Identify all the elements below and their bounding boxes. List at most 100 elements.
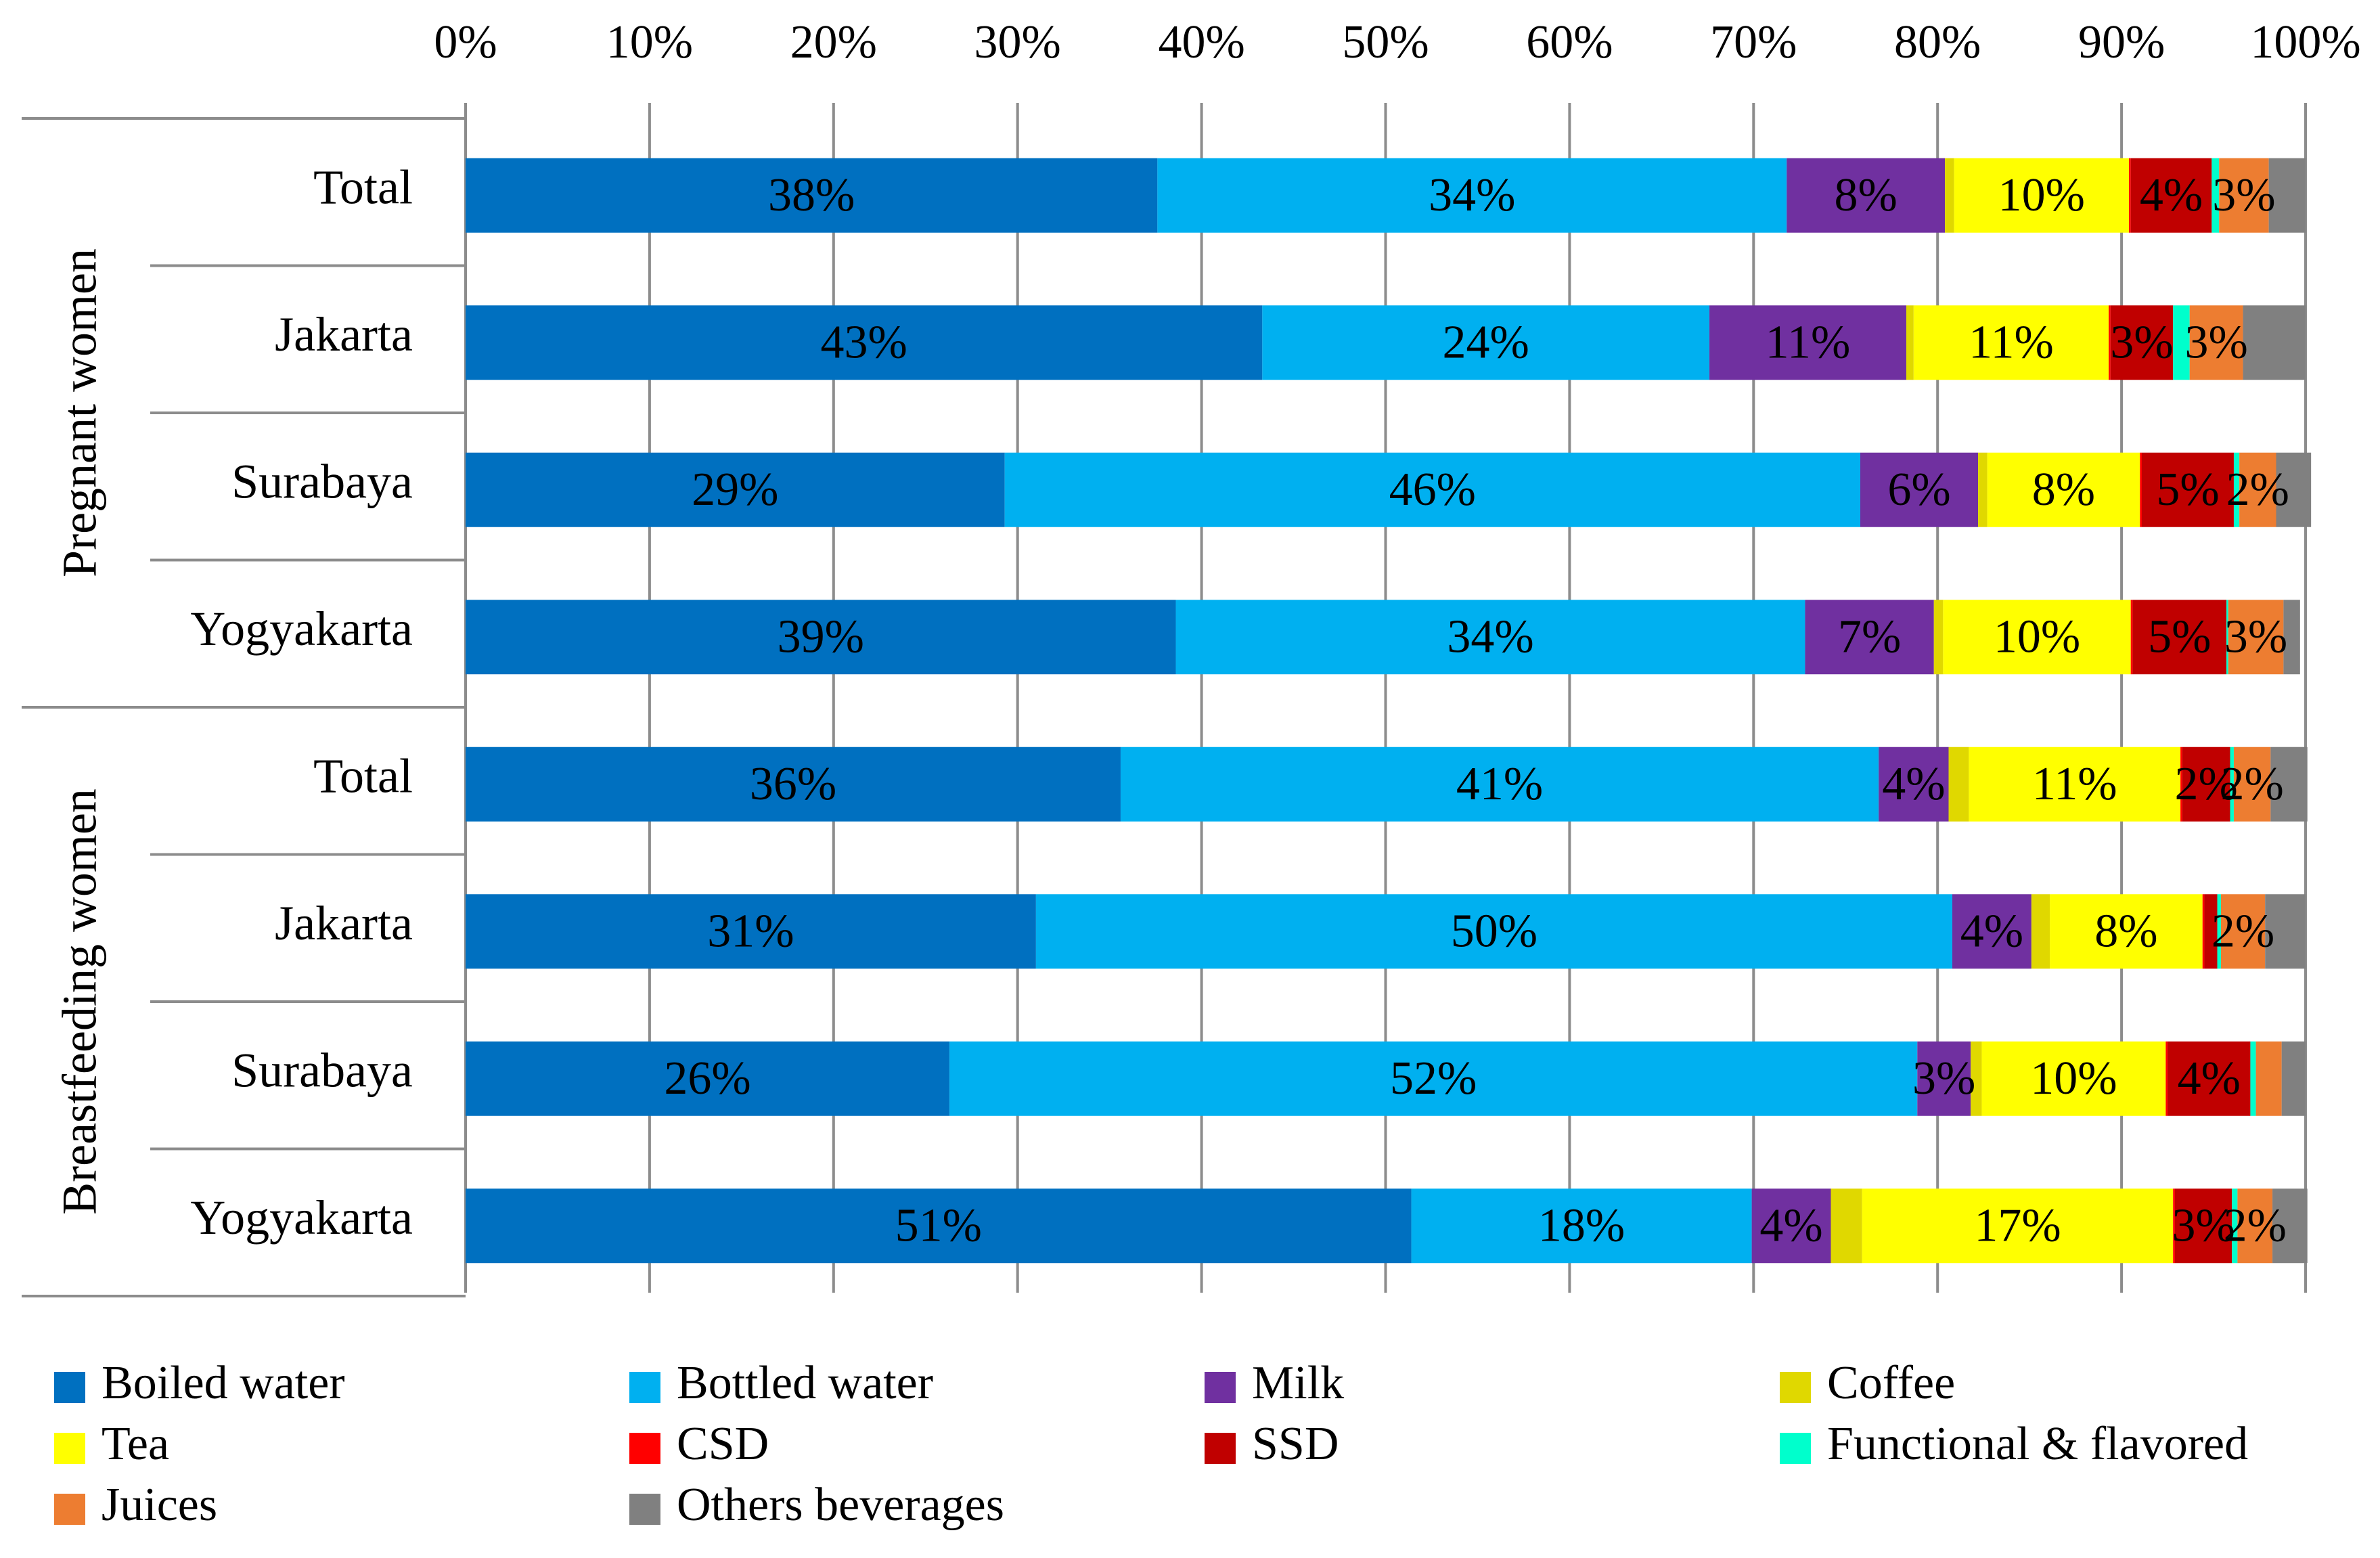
bar-ssd	[2168, 1041, 2251, 1116]
bar-bottled-water	[1175, 600, 1805, 675]
data-label: 5%	[2148, 610, 2211, 663]
data-label: 11%	[1969, 316, 2054, 368]
bar-bottled-water	[1035, 894, 1952, 969]
bar-tea	[1981, 1041, 2166, 1116]
data-label: 5%	[2156, 464, 2219, 516]
bar-juices	[2220, 894, 2266, 969]
bar-others-beverages	[2281, 1041, 2306, 1116]
data-label: 7%	[1838, 610, 1901, 663]
legend-label: Boiled water	[102, 1357, 345, 1409]
data-label: 26%	[664, 1052, 750, 1105]
category-label: Jakarta	[275, 307, 413, 361]
bar-tea	[1943, 600, 2131, 675]
bar-others-beverages	[2283, 600, 2300, 675]
bar-milk	[1709, 305, 1906, 380]
legend-label: Milk	[1252, 1357, 1344, 1409]
bar-others-beverages	[2268, 158, 2306, 233]
x-tick-label: 0%	[434, 16, 497, 68]
category-label: Surabaya	[231, 1043, 413, 1097]
bar-ssd	[2182, 747, 2230, 822]
x-tick-label: 80%	[1894, 16, 1981, 68]
bar-csd	[2140, 452, 2142, 527]
data-label: 3%	[2110, 316, 2173, 368]
legend-swatch	[629, 1433, 660, 1464]
bar-others-beverages	[2276, 452, 2312, 527]
data-label: 2%	[2220, 758, 2283, 810]
data-label: 2%	[2211, 905, 2274, 957]
bar-milk	[1917, 1041, 1971, 1116]
bar-tea	[1969, 747, 2181, 822]
data-label: 11%	[2032, 758, 2117, 810]
data-label: 3%	[2172, 1199, 2235, 1251]
bar-milk	[1860, 452, 1979, 527]
bar-ssd	[2132, 600, 2227, 675]
bar-ssd	[2142, 452, 2234, 527]
category-label: Total	[313, 160, 413, 214]
legend: Boiled water Bottled water Milk Coffee Tea CS…	[54, 1357, 2248, 1531]
bar-milk	[1879, 747, 1949, 822]
bar-coffee	[1948, 747, 1969, 822]
legend-swatch	[1205, 1372, 1236, 1403]
data-label: 3%	[2224, 610, 2287, 663]
bar-boiled-water	[466, 600, 1176, 675]
legend-label: Bottled water	[677, 1357, 933, 1409]
data-label: 29%	[692, 464, 778, 516]
bar-coffee	[2031, 894, 2050, 969]
legend-swatch	[1780, 1372, 1811, 1403]
bar-csd	[2130, 600, 2133, 675]
x-tick-label: 60%	[1526, 16, 1613, 68]
bar-csd	[2180, 747, 2182, 822]
bar-juices	[2189, 305, 2243, 380]
bar-functional-flavored	[2232, 1188, 2238, 1264]
bar-csd	[2202, 894, 2205, 969]
bar-milk	[1751, 1188, 1831, 1264]
legend-swatch	[629, 1372, 660, 1403]
bar-csd	[2165, 1041, 2168, 1116]
data-label: 8%	[1835, 169, 1898, 221]
bar-ssd	[2130, 158, 2212, 233]
bar-others-beverages	[2272, 1188, 2308, 1264]
bar-bottled-water	[1004, 452, 1861, 527]
legend-swatch	[1780, 1433, 1811, 1464]
data-label: 8%	[2094, 905, 2157, 957]
bar-boiled-water	[466, 894, 1036, 969]
category-label: Jakarta	[275, 896, 413, 950]
data-label: 4%	[1960, 905, 2023, 957]
bar-boiled-water	[466, 452, 1005, 527]
bar-functional-flavored	[2233, 452, 2240, 527]
data-label: 52%	[1390, 1052, 1477, 1105]
x-tick-label: 50%	[1342, 16, 1429, 68]
bar-series	[466, 158, 2312, 1264]
bar-csd	[2173, 1188, 2175, 1264]
data-label: 39%	[778, 610, 864, 663]
bar-ssd	[2174, 1188, 2232, 1264]
bar-juices	[2237, 1188, 2273, 1264]
legend-swatch	[54, 1433, 85, 1464]
bar-bottled-water	[1157, 158, 1787, 233]
data-label: 18%	[1538, 1199, 1625, 1251]
category-label: Total	[313, 749, 413, 803]
data-label: 4%	[1759, 1199, 1822, 1251]
bar-boiled-water	[466, 158, 1158, 233]
bar-tea	[1913, 305, 2109, 380]
data-label: 8%	[2032, 464, 2095, 516]
bar-milk	[1952, 894, 2031, 969]
data-label: 3%	[2184, 316, 2247, 368]
bar-coffee	[1978, 452, 1988, 527]
bar-tea	[1862, 1188, 2174, 1264]
x-tick-label: 40%	[1158, 16, 1244, 68]
legend-label: Functional & flavored	[1827, 1418, 2248, 1470]
bar-others-beverages	[2265, 894, 2306, 969]
data-label: 34%	[1429, 169, 1515, 221]
group-label: Breastfeeding women	[53, 788, 107, 1215]
x-tick-label: 100%	[2250, 16, 2360, 68]
bar-boiled-water	[466, 1041, 950, 1116]
bar-coffee	[1933, 600, 1944, 675]
bar-others-beverages	[2243, 305, 2306, 380]
data-label: 17%	[1974, 1199, 2061, 1251]
bar-boiled-water	[466, 1188, 1412, 1264]
bar-csd	[2109, 305, 2111, 380]
bar-coffee	[1971, 1041, 1982, 1116]
legend-swatch	[54, 1372, 85, 1403]
